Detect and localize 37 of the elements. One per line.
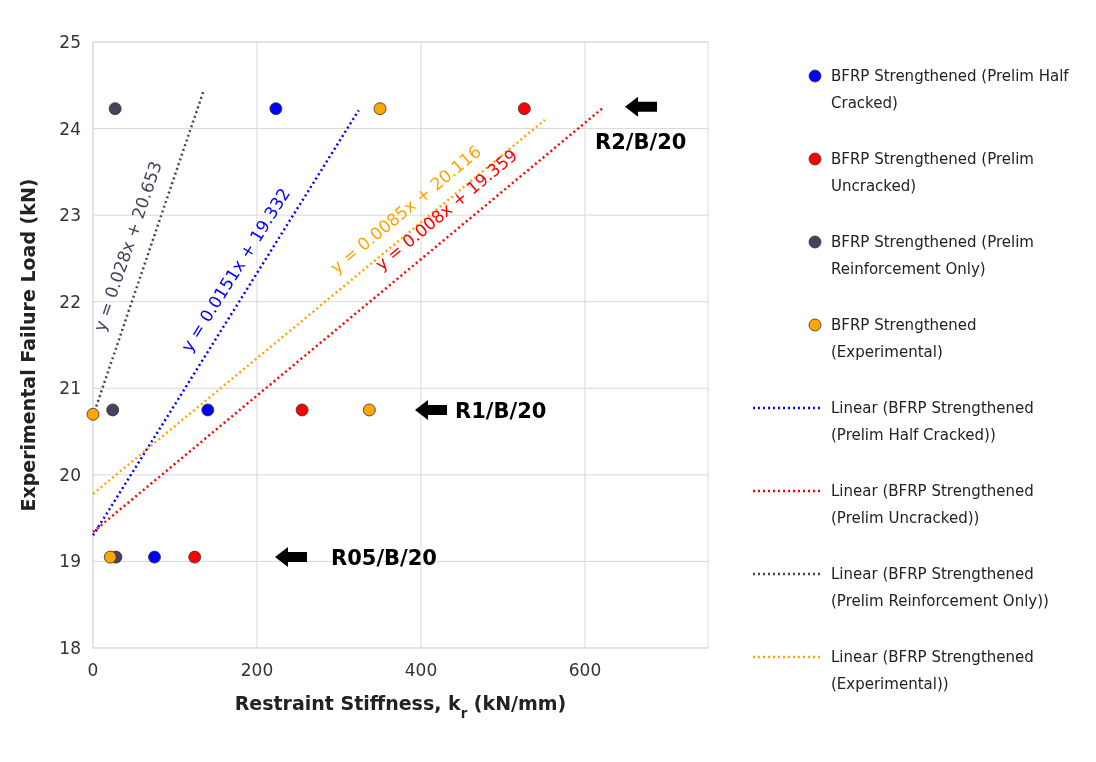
legend-label: Linear (BFRP Strengthened (Prelim Uncracked)) bbox=[831, 482, 1034, 527]
point bbox=[108, 102, 122, 116]
annotation: R05/B/20 bbox=[331, 546, 437, 571]
point bbox=[188, 550, 202, 564]
point bbox=[373, 102, 387, 116]
legend-label: BFRP Strengthened (Prelim Half Cracked) bbox=[831, 67, 1070, 112]
point bbox=[295, 403, 309, 417]
y-tick-label: 21 bbox=[59, 378, 81, 399]
point bbox=[362, 403, 376, 417]
x-tick-label: 200 bbox=[240, 660, 274, 680]
point bbox=[148, 550, 161, 564]
y-tick-label: 25 bbox=[59, 32, 81, 52]
y-axis-title: Experimental Failure Load (kN) bbox=[17, 178, 39, 512]
point bbox=[86, 407, 100, 421]
y-tick-label: 22 bbox=[59, 291, 81, 312]
y-tick-label: 18 bbox=[59, 638, 81, 658]
point bbox=[201, 403, 215, 417]
x-axis-title: Restraint Stiffness, k$_{r}$ (kN/mm) bbox=[234, 692, 567, 721]
y-tick-label: 23 bbox=[59, 205, 81, 226]
legend-label: BFRP Strengthened (Prelim Reinforcement Only) bbox=[831, 233, 1034, 278]
point bbox=[517, 102, 531, 116]
y-tick-label: 19 bbox=[59, 551, 81, 572]
y-tick-label: 24 bbox=[59, 118, 81, 139]
legend-label: Linear (BFRP Strengthened (Prelim Half Cracked)) bbox=[831, 399, 1034, 444]
x-tick-label: 0 bbox=[87, 660, 99, 680]
point bbox=[269, 102, 283, 116]
x-tick-label: 400 bbox=[404, 660, 438, 680]
annotation: R1/B/20 bbox=[455, 398, 547, 423]
annotation: R2/B/20 bbox=[595, 129, 687, 154]
legend-label: BFRP Strengthened (Prelim Uncracked) bbox=[831, 150, 1034, 195]
legend-label: Linear (BFRP Strengthened (Experimental)) bbox=[831, 648, 1034, 693]
legend-label: Linear (BFRP Strengthened (Prelim Reinforcement Only)) bbox=[831, 565, 1049, 610]
legend-label: BFRP Strengthened (Experimental) bbox=[831, 316, 977, 361]
point bbox=[103, 550, 117, 564]
x-tick-label: 600 bbox=[568, 660, 602, 680]
y-tick-label: 20 bbox=[59, 464, 81, 485]
point bbox=[106, 403, 120, 417]
